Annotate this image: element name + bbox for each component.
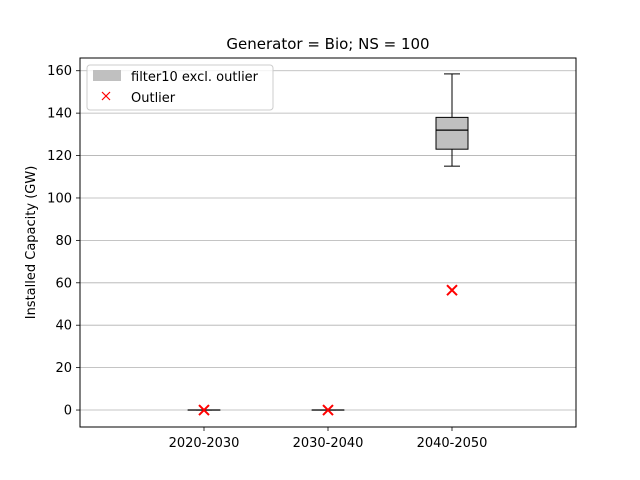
outlier-marker	[446, 284, 458, 296]
y-tick-label: 40	[55, 319, 72, 334]
y-tick-label: 80	[55, 234, 72, 249]
outlier-marker	[198, 404, 210, 416]
legend: filter10 excl. outlier Outlier	[86, 64, 274, 111]
box-iqr	[435, 116, 469, 150]
x-axis-ticks: 2020-2030 2030-2040 2040-2050	[169, 427, 488, 451]
outlier-series	[198, 284, 458, 416]
legend-x-glyph	[101, 91, 111, 101]
y-tick-label: 100	[47, 191, 72, 206]
legend-label-outlier: Outlier	[131, 91, 176, 106]
y-axis-ticks: 0 20 40 60 80 100 120 140 160	[47, 64, 80, 419]
y-tick-label: 60	[55, 276, 72, 291]
y-axis-label: Installed Capacity (GW)	[24, 166, 39, 320]
x-tick-label: 2020-2030	[169, 436, 240, 451]
outlier-marker	[322, 404, 334, 416]
y-tick-label: 20	[55, 361, 72, 376]
y-tick-label: 160	[47, 64, 72, 79]
y-tick-label: 140	[47, 107, 72, 122]
legend-outlier-marker	[101, 91, 111, 101]
x-tick-label: 2030-2040	[293, 436, 364, 451]
box-2040-2050	[435, 73, 469, 167]
x-stroke	[198, 404, 210, 416]
chart-title: Generator = Bio; NS = 100	[226, 35, 429, 53]
legend-box-swatch	[93, 70, 121, 81]
x-stroke	[101, 91, 111, 101]
x-stroke	[322, 404, 334, 416]
x-tick-label: 2040-2050	[417, 436, 488, 451]
x-stroke	[446, 284, 458, 296]
y-tick-label: 120	[47, 149, 72, 164]
legend-frame	[86, 64, 274, 111]
legend-label-box: filter10 excl. outlier	[131, 70, 259, 85]
y-tick-label: 0	[64, 404, 72, 419]
